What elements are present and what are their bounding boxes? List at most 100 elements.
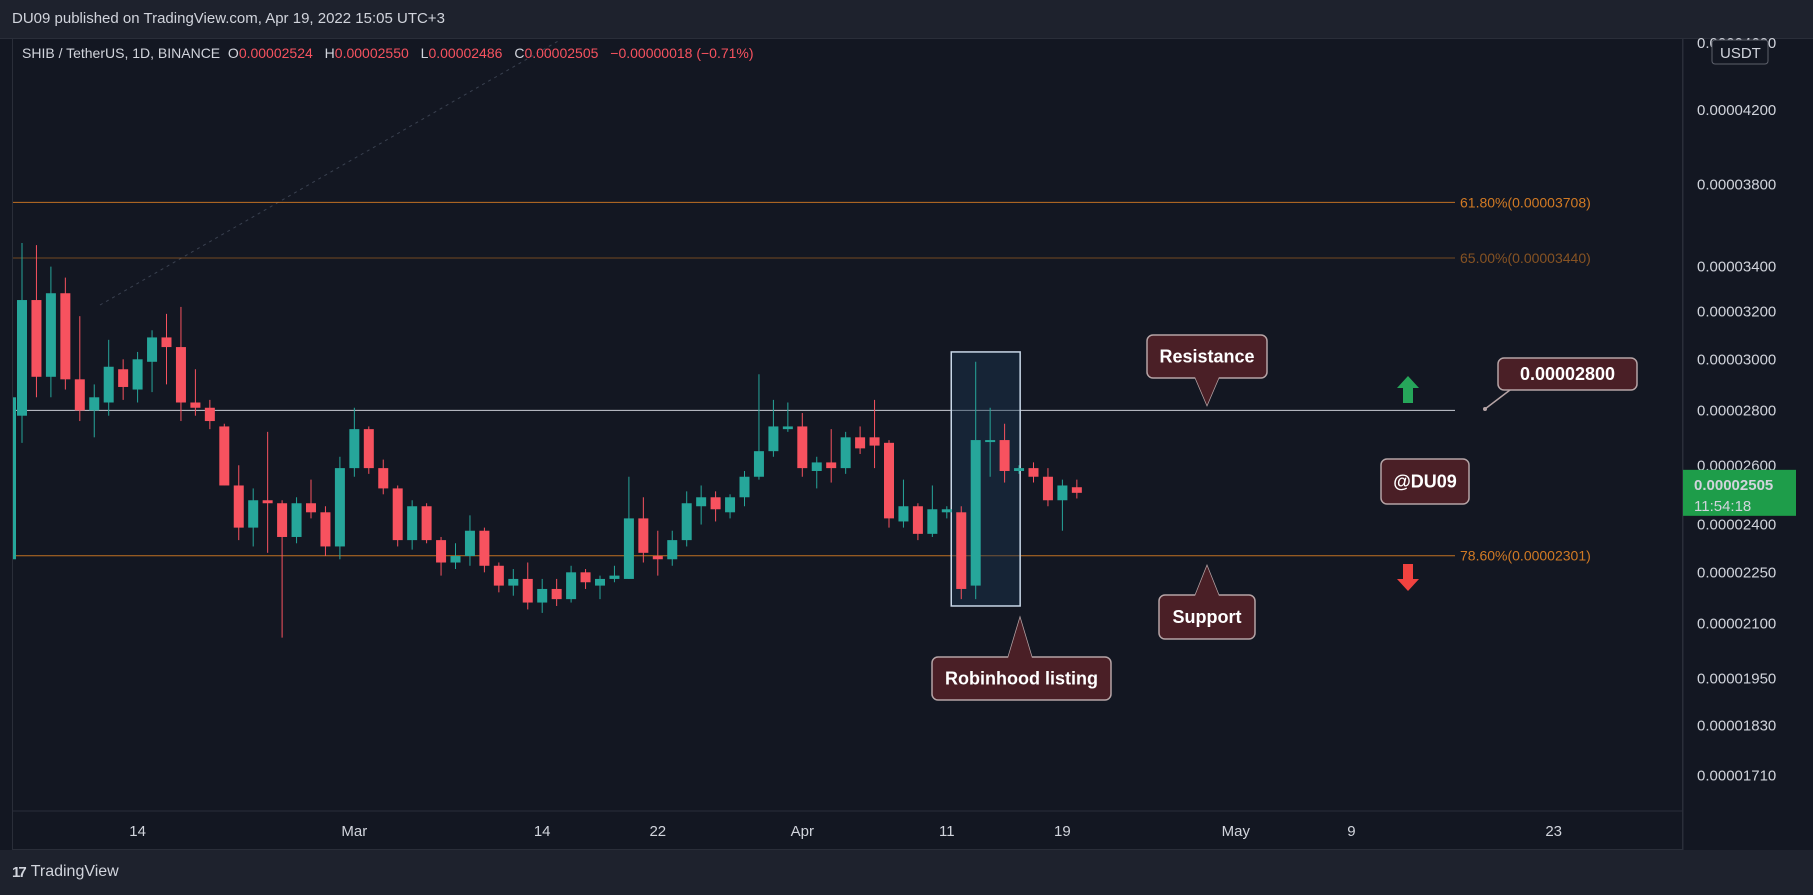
legend-close-label: C: [514, 45, 525, 61]
candle-body: [782, 426, 793, 430]
candle-body: [522, 578, 533, 603]
candle-body: [320, 512, 331, 547]
level-callout-text: 0.00002800: [1520, 364, 1615, 384]
candle-body: [219, 426, 230, 486]
fib-level-label: 78.60%(0.00002301): [1460, 548, 1591, 564]
time-axis-tick: May: [1222, 823, 1251, 840]
candle-body: [291, 503, 302, 537]
price-axis-tick: 0.00002400: [1697, 517, 1776, 534]
candle-body: [725, 497, 736, 513]
candle-body: [667, 540, 678, 560]
tradingview-logo-icon: 17: [12, 863, 27, 881]
price-axis-tick: 0.00003800: [1697, 176, 1776, 193]
candle-body: [652, 556, 663, 560]
chart-canvas[interactable]: 61.80%(0.00003708) 65.00%(0.00003440) 78.6…: [0, 0, 1813, 850]
candle-body: [941, 509, 952, 513]
candle-body: [132, 359, 143, 390]
candle-body: [826, 462, 837, 469]
candle-body: [392, 488, 403, 541]
candle-body: [1028, 468, 1039, 477]
candle-body: [869, 437, 880, 446]
resistance-callout-text: Resistance: [1159, 347, 1254, 367]
fib-level-label: 61.80%(0.00003708): [1460, 194, 1591, 210]
fib-level-label: 65.00%(0.00003440): [1460, 250, 1591, 266]
candle-body: [623, 518, 634, 579]
support-callout-text: Support: [1173, 607, 1242, 627]
candle-body: [118, 369, 129, 387]
candle-body: [840, 437, 851, 469]
price-axis-tick: 0.00003200: [1697, 304, 1776, 321]
symbol-legend: SHIB / TetherUS, 1D, BINANCE O0.00002524…: [22, 45, 762, 61]
candle-body: [566, 572, 577, 600]
time-axis-tick: 22: [649, 823, 666, 840]
candle-body: [696, 497, 707, 507]
resistance-callout-pointer-fill: [1195, 377, 1219, 405]
down-arrow-icon: [1397, 564, 1419, 591]
candle-body: [277, 503, 288, 537]
candle-body: [638, 518, 649, 553]
legend-close-value: 0.00002505: [524, 45, 599, 61]
candle-body: [912, 506, 923, 534]
current-price-value: 0.00002505: [1694, 477, 1773, 494]
candle-body: [855, 437, 866, 449]
price-axis-tick: 0.00001830: [1697, 717, 1776, 734]
candle-body: [999, 440, 1010, 471]
candle-body: [710, 497, 721, 510]
legend-symbol[interactable]: SHIB / TetherUS, 1D, BINANCE: [22, 45, 221, 61]
level-callout-connector: [1484, 389, 1511, 410]
trend-line: [99, 39, 561, 306]
price-axis-tick: 0.00002800: [1697, 402, 1776, 419]
price-axis-tick: 0.00002100: [1697, 615, 1776, 632]
candle-body: [421, 506, 432, 541]
level-callout-anchor: [1483, 407, 1487, 411]
candle-body: [1014, 468, 1025, 471]
candle-body: [537, 588, 548, 603]
time-axis-tick: 19: [1054, 823, 1071, 840]
candle-body: [811, 462, 822, 471]
bar-countdown: 11:54:18: [1694, 498, 1751, 515]
legend-high-label: H: [324, 45, 335, 61]
robinhood-callout-text: Robinhood listing: [945, 669, 1098, 689]
time-axis-tick: 11: [939, 823, 955, 840]
candle-body: [161, 337, 172, 348]
candle-body: [927, 509, 938, 534]
candle-body: [551, 588, 562, 600]
legend-low-value: 0.00002486: [428, 45, 503, 61]
candle-body: [74, 379, 85, 411]
up-arrow-icon: [1397, 376, 1419, 403]
candle-body: [580, 572, 591, 583]
candle-body: [508, 578, 519, 586]
price-axis-tick: 0.00002250: [1697, 564, 1776, 581]
candle-body: [753, 451, 764, 477]
tradingview-logo[interactable]: 17 TradingView: [12, 863, 119, 881]
price-axis-tick: 0.00003400: [1697, 259, 1776, 276]
candle-body: [464, 530, 475, 557]
author-callout-text: @DU09: [1393, 472, 1457, 492]
candle-body: [204, 407, 215, 422]
candle-body: [681, 503, 692, 541]
robinhood-callout-pointer-fill: [1008, 618, 1032, 658]
unit-box: [1711, 39, 1769, 65]
current-price-badge: [1683, 469, 1796, 516]
time-axis-tick: 14: [129, 823, 146, 840]
price-axis-tick: 0.00001710: [1697, 768, 1776, 785]
candle-body: [262, 500, 273, 504]
candle-body: [898, 506, 909, 522]
tradingview-brand: TradingView: [30, 863, 119, 880]
candle-body: [739, 476, 750, 498]
level-callout-box: [1497, 357, 1638, 391]
edge-candle: [13, 397, 16, 560]
candle-body: [334, 468, 345, 547]
candle-body: [450, 556, 461, 563]
support-callout-pointer-fill: [1195, 566, 1219, 596]
legend-open-value: 0.00002524: [238, 45, 313, 61]
candle-body: [493, 565, 504, 586]
candle-body: [436, 540, 447, 563]
candle-body: [595, 578, 605, 586]
price-axis-tick: 0.00003000: [1697, 351, 1776, 368]
publisher-info: DU09 published on TradingView.com, Apr 1…: [12, 10, 445, 27]
candle-body: [1057, 485, 1068, 501]
candle-body: [768, 426, 779, 452]
candle-body: [378, 468, 389, 489]
candle-body: [349, 429, 360, 469]
